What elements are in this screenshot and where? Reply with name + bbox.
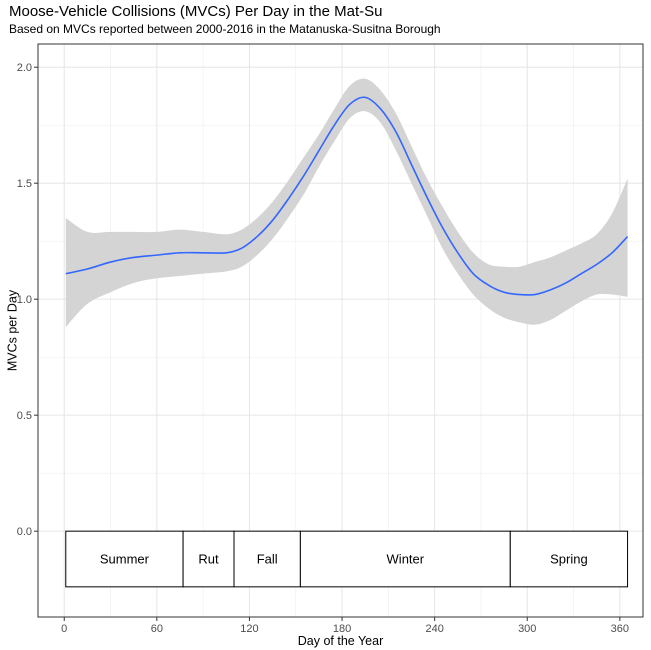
season-box bbox=[182, 530, 235, 588]
x-axis-ticks: 0 60 120 180 240 300 360 bbox=[61, 617, 629, 635]
x-tick-label: 180 bbox=[333, 623, 351, 635]
y-axis-ticks: 0.0 0.5 1.0 1.5 2.0 bbox=[17, 62, 38, 538]
y-axis-title: MVCs per Day bbox=[5, 289, 19, 371]
x-tick-label: 240 bbox=[425, 623, 443, 635]
x-axis-title: Day of the Year bbox=[298, 634, 383, 648]
season-box bbox=[65, 530, 184, 588]
season-boxes: Summer Rut Fall Winter Spring bbox=[65, 530, 629, 588]
y-tick-label: 0.5 bbox=[17, 410, 32, 422]
panel-border bbox=[37, 43, 644, 618]
x-tick-label: 120 bbox=[240, 623, 258, 635]
x-tick-label: 360 bbox=[611, 623, 629, 635]
y-tick-label: 1.0 bbox=[17, 294, 32, 306]
y-tick-label: 1.5 bbox=[17, 178, 32, 190]
season-label: Winter bbox=[387, 552, 425, 567]
y-tick-label: 0.0 bbox=[17, 526, 32, 538]
season-label: Summer bbox=[100, 552, 150, 567]
chart-title: Moose-Vehicle Collisions (MVCs) Per Day … bbox=[9, 3, 382, 20]
confidence-band bbox=[65, 78, 628, 328]
smooth-line-layer bbox=[65, 96, 629, 296]
season-box bbox=[509, 530, 629, 588]
x-tick-label: 60 bbox=[151, 623, 163, 635]
x-tick-label: 0 bbox=[61, 623, 67, 635]
x-tick-label: 300 bbox=[518, 623, 536, 635]
season-box bbox=[233, 530, 301, 588]
season-label: Spring bbox=[550, 552, 588, 567]
season-label: Rut bbox=[198, 552, 219, 567]
season-box bbox=[299, 530, 511, 588]
y-tick-label: 2.0 bbox=[17, 62, 32, 74]
chart-subtitle: Based on MVCs reported between 2000-2016… bbox=[9, 22, 441, 36]
season-label: Fall bbox=[257, 552, 278, 567]
confidence-band-layer bbox=[65, 78, 628, 328]
smooth-line bbox=[65, 96, 629, 296]
